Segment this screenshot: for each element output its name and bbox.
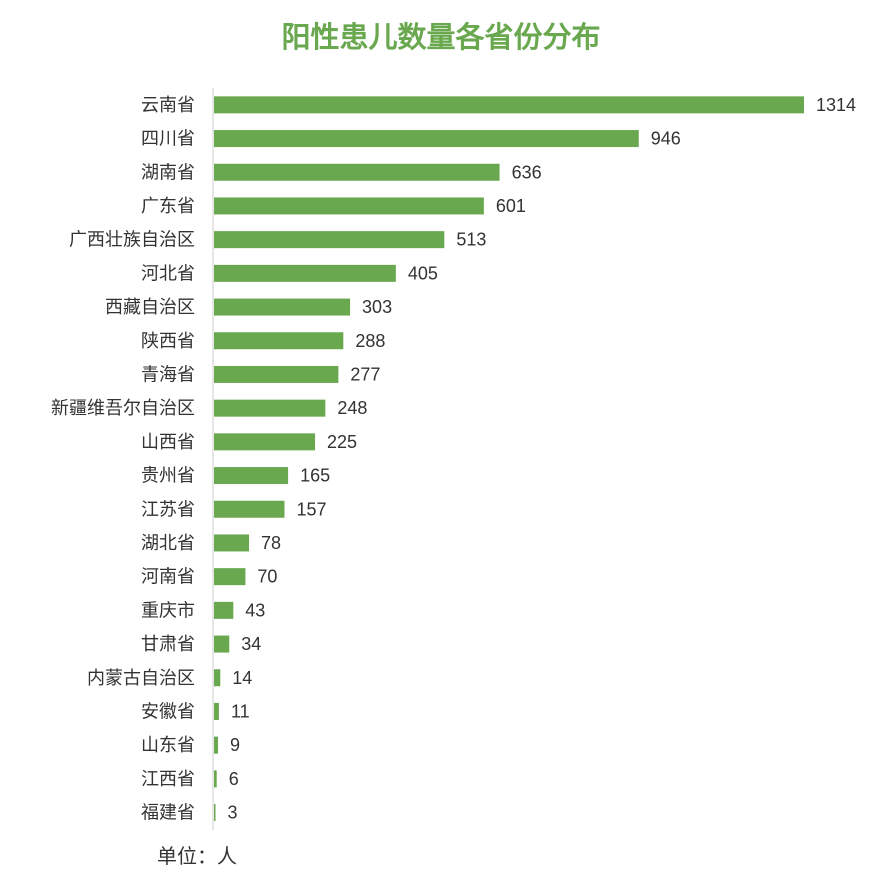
bar (214, 601, 234, 619)
bar (214, 702, 219, 720)
bar (214, 635, 230, 653)
category-label: 山西省 (141, 432, 195, 452)
bar (214, 467, 289, 485)
value-label: 225 (327, 432, 357, 452)
bar (214, 332, 344, 350)
value-label: 1314 (816, 95, 856, 115)
value-label: 405 (408, 263, 438, 283)
category-label: 青海省 (141, 364, 195, 384)
category-label: 湖北省 (141, 533, 195, 553)
value-label: 11 (231, 701, 250, 721)
category-label: 江西省 (141, 769, 195, 789)
category-label: 贵州省 (141, 466, 195, 486)
value-label: 70 (257, 567, 277, 587)
bar (214, 96, 804, 114)
chart-title: 阳性患儿数量各省份分布 (281, 22, 601, 54)
value-label: 3 (228, 803, 238, 823)
bar (214, 130, 639, 148)
bar (214, 298, 351, 316)
bar (214, 231, 445, 249)
value-label: 14 (232, 668, 252, 688)
value-label: 601 (496, 196, 526, 216)
value-label: 303 (362, 297, 392, 317)
category-label: 广东省 (141, 196, 195, 216)
category-label: 四川省 (141, 129, 195, 149)
value-label: 9 (230, 735, 240, 755)
category-label: 内蒙古自治区 (87, 668, 195, 688)
category-label: 江苏省 (141, 499, 195, 519)
value-label: 946 (651, 129, 681, 149)
bar (214, 500, 285, 518)
category-label: 甘肃省 (141, 634, 195, 654)
value-label: 165 (300, 466, 330, 486)
value-label: 513 (456, 230, 486, 250)
category-label: 重庆市 (141, 600, 195, 620)
category-label: 安徽省 (141, 701, 195, 721)
category-label: 福建省 (141, 803, 195, 823)
value-label: 34 (241, 634, 261, 654)
category-label: 广西壮族自治区 (69, 230, 195, 250)
category-label: 湖南省 (141, 162, 195, 182)
category-label: 陕西省 (141, 331, 195, 351)
bar (214, 163, 500, 181)
value-label: 636 (512, 162, 542, 182)
bar (214, 736, 219, 754)
bar (214, 804, 216, 822)
bar (214, 534, 250, 552)
value-label: 288 (355, 331, 385, 351)
bar (214, 365, 339, 383)
bar (214, 568, 246, 586)
category-label: 云南省 (141, 95, 195, 115)
value-label: 43 (245, 600, 265, 620)
value-label: 78 (261, 533, 281, 553)
value-label: 277 (350, 364, 380, 384)
bar (214, 399, 326, 417)
unit-label: 单位：人 (157, 846, 237, 868)
category-label: 西藏自治区 (105, 297, 195, 317)
category-label: 河南省 (141, 567, 195, 587)
bar (214, 264, 396, 282)
category-label: 山东省 (141, 735, 195, 755)
value-label: 6 (229, 769, 239, 789)
bar (214, 433, 316, 451)
bar (214, 770, 217, 788)
value-label: 248 (337, 398, 367, 418)
value-label: 157 (296, 499, 326, 519)
bar (214, 669, 221, 687)
category-label: 河北省 (141, 263, 195, 283)
category-label: 新疆维吾尔自治区 (51, 398, 195, 418)
bar (214, 197, 484, 215)
